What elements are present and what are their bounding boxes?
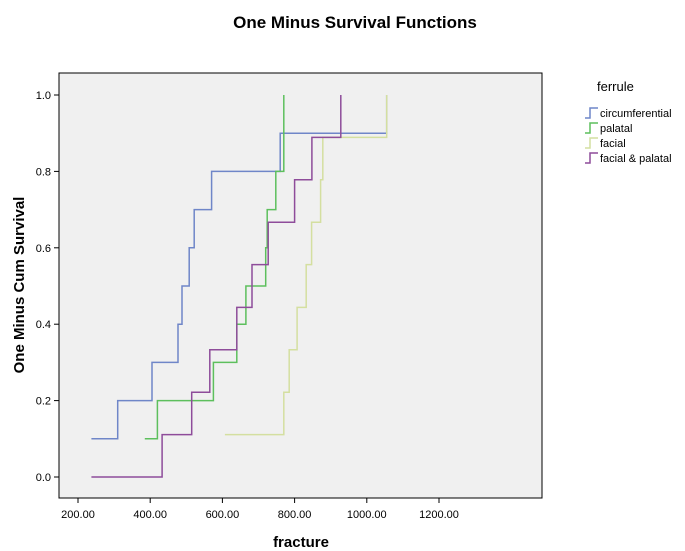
legend-swatch	[585, 152, 598, 164]
y-tick-label: 0.2	[36, 396, 51, 408]
series-lines	[91, 95, 388, 478]
legend-swatch	[585, 137, 598, 149]
x-axis: 200.00 400.00 600.00 800.00 1000.00 1200.00	[61, 498, 459, 521]
y-axis-title: One Minus Cum Survival	[11, 197, 28, 374]
legend-label: circumferential	[600, 108, 672, 120]
series-line-palatal	[144, 95, 285, 440]
legend-label: facial & palatal	[600, 153, 672, 165]
legend-swatch	[585, 107, 598, 119]
y-tick-label: 1.0	[36, 90, 51, 102]
legend-title: ferrule	[597, 79, 634, 94]
x-tick-label: 1200.00	[419, 509, 459, 521]
chart-title: One Minus Survival Functions	[233, 13, 477, 32]
y-tick-label: 0.8	[36, 166, 51, 178]
y-tick-label: 0.0	[36, 472, 51, 484]
plot-area	[58, 72, 543, 499]
legend: circumferential palatal facial facial & pal…	[585, 107, 672, 165]
x-tick-label: 200.00	[61, 509, 95, 521]
legend-swatch	[585, 122, 598, 134]
x-tick-label: 800.00	[278, 509, 312, 521]
x-axis-title: fracture	[273, 534, 329, 551]
legend-label: facial	[600, 138, 626, 150]
x-tick-label: 400.00	[133, 509, 167, 521]
series-line-facial-palatal	[91, 95, 342, 478]
x-tick-label: 1000.00	[347, 509, 387, 521]
legend-label: palatal	[600, 123, 632, 135]
x-tick-label: 600.00	[206, 509, 240, 521]
y-tick-label: 0.4	[36, 319, 51, 331]
series-line-facial	[224, 95, 388, 436]
y-tick-label: 0.6	[36, 243, 51, 255]
y-axis: 0.0 0.2 0.4 0.6 0.8 1.0	[36, 90, 59, 484]
